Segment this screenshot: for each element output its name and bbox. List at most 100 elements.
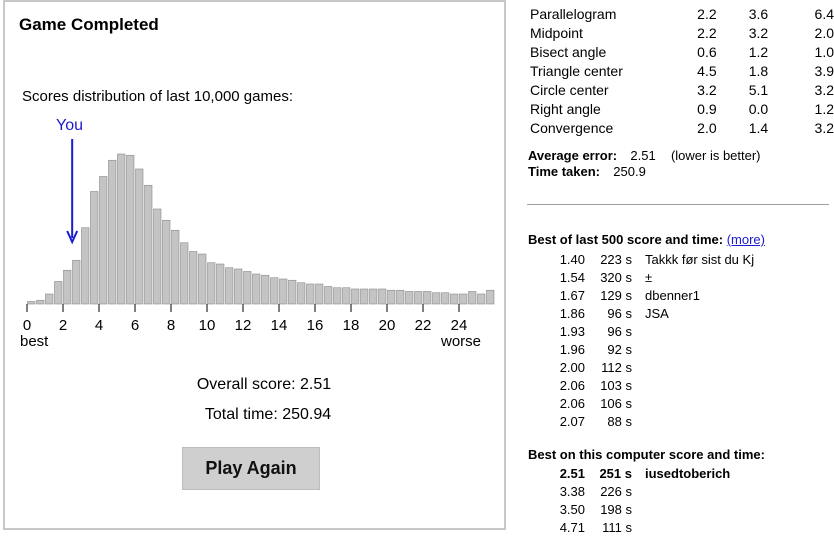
histogram-bar [351, 288, 360, 305]
histogram-bar [198, 253, 207, 305]
histogram-bar [441, 292, 450, 305]
histogram-bar [207, 262, 216, 305]
component-value: 0.0 [748, 101, 769, 117]
component-value: 3.2 [814, 82, 834, 98]
histogram-bar [234, 268, 243, 305]
score-name [645, 483, 795, 501]
histogram-bar [396, 289, 405, 305]
average-error-line: Average error: 2.51 (lower is better) [528, 148, 761, 163]
component-value: 3.2 [748, 25, 769, 41]
score-name [645, 323, 795, 341]
histogram-bar [252, 273, 261, 305]
score-score: 1.93 [559, 324, 585, 339]
histogram-bar [306, 283, 315, 305]
average-error-note: (lower is better) [670, 148, 761, 163]
histogram-bar [225, 267, 234, 305]
histogram-bar [468, 291, 477, 305]
x-tick-label: 14 [271, 317, 288, 334]
x-left-label: best [20, 333, 49, 350]
component-name: Bisect angle [530, 44, 607, 60]
more-link[interactable]: (more) [726, 232, 765, 247]
score-row: 1.67 129 s dbenner1 [540, 287, 795, 305]
histogram-bar [288, 279, 297, 305]
histogram-bar [423, 291, 432, 305]
time-taken-value: 250.9 [613, 164, 646, 179]
histogram-bar [486, 289, 495, 305]
histogram-bar [243, 271, 252, 305]
score-time: 251 s [599, 466, 632, 481]
score-time: 198 s [600, 502, 632, 517]
histogram-bar [162, 219, 171, 305]
score-time: 112 s [601, 360, 632, 375]
histogram-bar [54, 281, 63, 305]
best-500-table: 1.40 223 s Takkk før sist du Kj 1.54 320 s ±1… [540, 251, 795, 431]
score-score: 1.86 [559, 306, 585, 321]
component-row: Midpoint 2.2 3.2 2.0 [530, 24, 834, 43]
total-time: Total time: 250.94 [204, 406, 332, 423]
score-row: 2.07 88 s [540, 413, 795, 431]
score-score: 4.71 [559, 520, 585, 535]
score-row: 1.93 96 s [540, 323, 795, 341]
score-row: 1.96 92 s [540, 341, 795, 359]
score-name: Takkk før sist du Kj [645, 252, 755, 267]
component-row: Convergence 2.0 1.4 3.2 [530, 119, 834, 138]
component-value: 1.0 [814, 44, 834, 60]
score-time: 111 s [602, 520, 632, 535]
you-marker-arrowhead [66, 230, 79, 245]
score-time: 106 s [600, 396, 632, 411]
component-value: 0.9 [697, 101, 717, 117]
score-time: 96 s [607, 324, 632, 339]
histogram-bar [270, 277, 279, 305]
score-row: 1.54 320 s ± [540, 269, 795, 287]
x-right-label: worse [440, 333, 481, 350]
component-row: Circle center 3.2 5.1 3.2 [530, 81, 834, 100]
component-row: Right angle 0.9 0.0 1.2 [530, 100, 834, 119]
component-row: Triangle center 4.5 1.8 3.9 [530, 62, 834, 81]
histogram-bar [279, 278, 288, 305]
histogram-bar [27, 301, 36, 305]
play-again-button[interactable]: Play Again [182, 447, 320, 490]
component-value: 3.9 [814, 63, 834, 79]
histogram-bar [189, 251, 198, 305]
x-tick-label: 20 [379, 317, 396, 334]
histogram-bar [45, 293, 54, 305]
overall-score: Overall score: 2.51 [196, 376, 332, 393]
score-row: 4.71 111 s [540, 519, 795, 537]
score-score: 1.54 [559, 270, 585, 285]
component-value: 2.2 [697, 25, 717, 41]
histogram-bar [315, 283, 324, 305]
best-500-title-text: Best of last 500 score and time: [528, 232, 724, 247]
distribution-label: Scores distribution of last 10,000 games… [22, 88, 293, 105]
component-value: 5.1 [748, 82, 769, 98]
component-value: 1.2 [814, 101, 834, 117]
x-tick-label: 10 [199, 317, 216, 334]
score-time: 226 s [600, 484, 632, 499]
score-name [645, 359, 795, 377]
score-row: 2.00 112 s [540, 359, 795, 377]
score-score: 1.67 [559, 288, 585, 303]
time-taken-label: Time taken: [528, 164, 601, 179]
score-row: 2.06 106 s [540, 395, 795, 413]
histogram-bar [63, 269, 72, 305]
component-value: 3.2 [814, 120, 834, 136]
you-label: You [56, 117, 83, 134]
histogram-bar [378, 288, 387, 305]
score-score: 2.00 [559, 360, 585, 375]
x-tick-label: 24 [451, 317, 468, 334]
component-name: Triangle center [530, 63, 623, 79]
histogram-bar [36, 299, 45, 305]
component-row: Bisect angle 0.6 1.2 1.0 [530, 43, 834, 62]
component-value: 3.2 [697, 82, 717, 98]
best-500-title: Best of last 500 score and time: (more) [528, 232, 765, 247]
score-score: 2.06 [559, 378, 585, 393]
histogram-bar [333, 287, 342, 305]
histogram-bar [171, 229, 180, 305]
component-value: 2.2 [697, 6, 717, 22]
component-value: 1.4 [748, 120, 769, 136]
component-value: 1.8 [748, 63, 769, 79]
score-score: 3.50 [559, 502, 585, 517]
panel-title: Game Completed [19, 15, 159, 34]
score-row: 2.06 103 s [540, 377, 795, 395]
x-tick-label: 8 [167, 317, 175, 334]
score-row: 1.86 96 s JSA [540, 305, 795, 323]
